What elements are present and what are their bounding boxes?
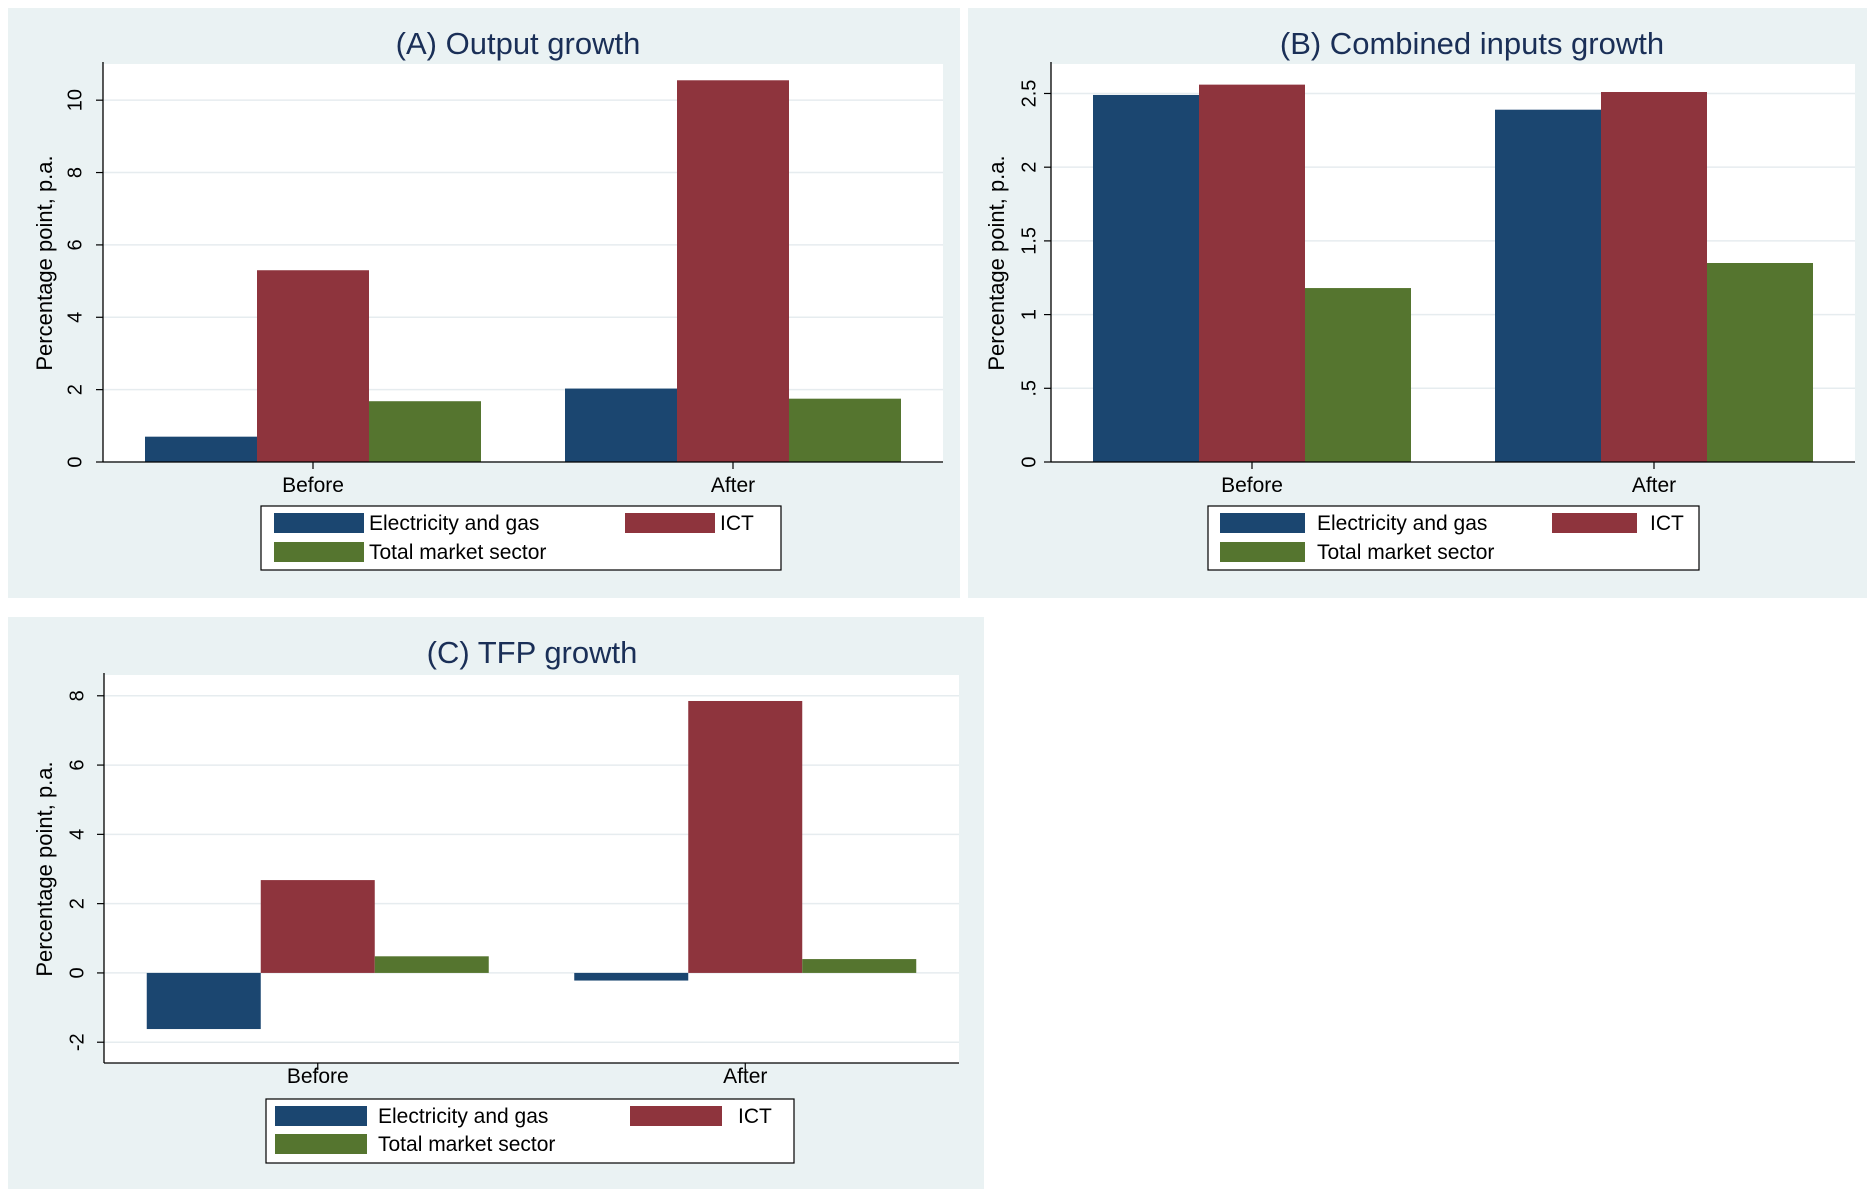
legend-label: ICT (1650, 512, 1684, 535)
y-tick-label: -2 (66, 1033, 88, 1051)
y-tick-label: 2 (1018, 162, 1040, 173)
y-tick-label: .5 (1018, 380, 1040, 397)
legend-label: Total market sector (369, 541, 546, 564)
legend-label: Electricity and gas (1317, 512, 1487, 535)
bar-ict-before (257, 270, 369, 462)
x-tick-label: After (711, 474, 755, 497)
legend-swatch (274, 513, 364, 533)
panel-b: (B) Combined inputs growth 0 .5 1 1.5 2 2.5 Per… (968, 8, 1867, 598)
bar-electricity-and-gas-before (1093, 94, 1199, 462)
bar-ict-before (260, 880, 375, 973)
y-tick-label: 6 (66, 760, 88, 771)
bar-total-market-sector-before (374, 956, 489, 973)
y-tick-label: 0 (64, 456, 86, 467)
chart-title: (B) Combined inputs growth (1280, 26, 1664, 61)
chart-title: (C) TFP growth (427, 635, 638, 670)
y-tick-label: 1 (1018, 309, 1040, 320)
x-tick-label: After (1632, 474, 1676, 497)
panel-c: (C) TFP growth -2 0 2 4 6 8 Percentage point, p… (8, 617, 984, 1189)
legend-swatch (1220, 513, 1305, 533)
y-tick-label: 1.5 (1018, 227, 1040, 255)
legend-label: Electricity and gas (378, 1105, 548, 1128)
legend-label: Total market sector (1317, 541, 1494, 564)
y-tick-label: 4 (64, 312, 86, 323)
legend-swatch (625, 513, 715, 533)
y-tick-label: 2.5 (1018, 80, 1040, 108)
y-axis-title: Percentage point, p.a. (32, 761, 57, 976)
y-tick-label: 2 (66, 898, 88, 909)
legend-swatch (275, 1106, 367, 1126)
bar-ict-after (688, 700, 803, 973)
y-axis-title: Percentage point, p.a. (32, 155, 57, 370)
y-axis-title: Percentage point, p.a. (984, 155, 1009, 370)
y-tick-label: 0 (1018, 456, 1040, 467)
bar-total-market-sector-after (802, 959, 917, 973)
x-tick-label: Before (282, 474, 344, 497)
legend-swatch (1220, 542, 1305, 562)
legend-swatch (630, 1106, 722, 1126)
y-tick-label: 8 (66, 690, 88, 701)
y-tick-label: 4 (66, 829, 88, 840)
bar-electricity-and-gas-after (574, 972, 689, 981)
bar-ict-before (1199, 84, 1305, 463)
legend-label: ICT (738, 1105, 772, 1128)
bar-total-market-sector-after (1707, 263, 1813, 462)
legend-label: Total market sector (378, 1133, 555, 1156)
legend-swatch (274, 542, 364, 562)
bar-total-market-sector-after (789, 398, 901, 462)
y-tick-label: 0 (66, 967, 88, 978)
bar-total-market-sector-before (369, 401, 481, 462)
x-tick-label: Before (1221, 474, 1283, 497)
bar-electricity-and-gas-after (565, 388, 677, 462)
bar-electricity-and-gas-before (146, 972, 261, 1030)
legend-label: ICT (720, 512, 754, 535)
panel-a: (A) Output growth 0 2 4 6 8 10 Percentage point… (8, 8, 960, 598)
chart-title: (A) Output growth (396, 26, 641, 61)
legend-label: Electricity and gas (369, 512, 539, 535)
bar-electricity-and-gas-before (145, 436, 257, 462)
bar-electricity-and-gas-after (1495, 109, 1601, 463)
x-tick-label: Before (287, 1065, 349, 1088)
legend-swatch (275, 1134, 367, 1154)
chart-a: (A) Output growth 0 2 4 6 8 10 Percentage point… (32, 26, 943, 571)
y-tick-label: 8 (64, 167, 86, 178)
bar-ict-after (677, 80, 789, 463)
y-tick-label: 6 (64, 239, 86, 250)
x-tick-label: After (723, 1065, 767, 1088)
bar-ict-after (1601, 92, 1707, 462)
plot-area (103, 64, 943, 462)
chart-b: (B) Combined inputs growth 0 .5 1 1.5 2 2.5 Per… (984, 26, 1855, 571)
chart-c: (C) TFP growth -2 0 2 4 6 8 Percentage point, p… (32, 635, 959, 1164)
y-tick-label: 10 (64, 89, 86, 111)
legend-swatch (1552, 513, 1637, 533)
y-tick-label: 2 (64, 384, 86, 395)
bar-total-market-sector-before (1305, 288, 1411, 462)
